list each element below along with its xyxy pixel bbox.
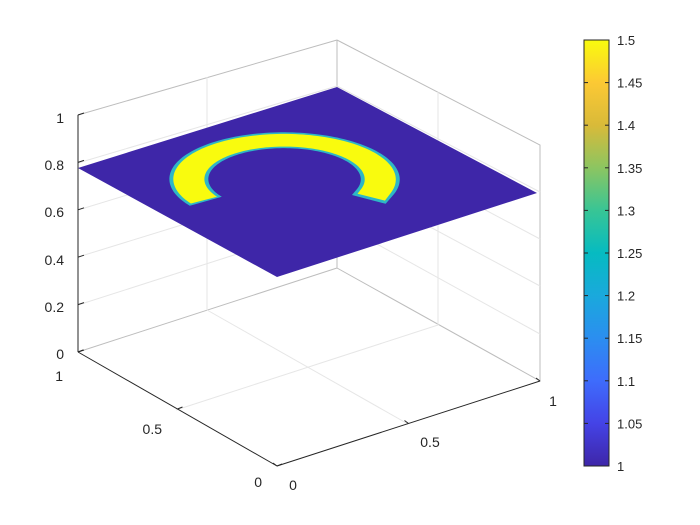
colorbar-ticks: 1 1.05 1.1 1.15 1.2 1.25 1.3 1.35 1.4 1.45 1.5	[584, 33, 642, 474]
x-axis-tick-labels: 0 0.5 1	[289, 393, 557, 493]
grid-floor-x-0.5	[175, 324, 439, 411]
z-axis-tick-labels: 0 0.2 0.4 0.6 0.8 1	[45, 110, 65, 362]
z-tick-mark-0.6	[77, 207, 85, 211]
y-tick-mark-1	[77, 349, 84, 353]
colorbar-tick-label-1.5: 1.5	[617, 33, 635, 48]
x-tick-mark-0.5	[404, 420, 409, 424]
colorbar-tick-label-1.05: 1.05	[617, 416, 642, 431]
z-tick-mark-0.8	[77, 159, 85, 163]
y-tick-label-0: 0	[254, 474, 262, 490]
x-tick-mark-0	[272, 462, 278, 467]
z-tick-label-3: 0.6	[45, 204, 65, 220]
colorbar-tick-label-1.15: 1.15	[617, 331, 642, 346]
y-tick-mark-0.5	[177, 406, 183, 410]
colorbar: 1 1.05 1.1 1.15 1.2 1.25 1.3 1.35 1.4 1.45 1.5	[583, 33, 642, 474]
colorbar-tick-label-1.4: 1.4	[617, 118, 635, 133]
colorbar-tick-label-1.1: 1.1	[617, 374, 635, 389]
z-tick-mark-1	[77, 112, 85, 116]
c-shape-core	[173, 133, 396, 204]
z-tick-label-4: 0.8	[45, 157, 65, 173]
y-tick-label-0.5: 0.5	[143, 421, 163, 437]
z-tick-label-5: 1	[56, 110, 64, 126]
y-tick-mark-0	[276, 463, 283, 467]
z-tick-label-0: 0	[56, 346, 64, 362]
colorbar-tick-label-1.45: 1.45	[617, 76, 642, 91]
x-tick-mark-1	[535, 377, 541, 382]
surface-background-plane	[78, 87, 537, 277]
y-axis-tick-labels: 1 0.5 0	[55, 368, 262, 490]
colorbar-tick-label-1.2: 1.2	[617, 289, 635, 304]
x-tick-label-1: 1	[549, 393, 557, 409]
x-tick-label-0.5: 0.5	[420, 434, 440, 450]
surface-plot	[78, 87, 537, 277]
z-tick-label-1: 0.2	[45, 299, 65, 315]
grid-floor-y-0.5	[206, 309, 409, 425]
colorbar-tick-label-1.3: 1.3	[617, 203, 635, 218]
z-tick-mark-0.4	[77, 254, 85, 258]
tick-marks	[77, 112, 541, 467]
colorbar-tick-label-1.25: 1.25	[617, 246, 642, 261]
x-tick-label-0: 0	[289, 477, 297, 493]
z-tick-label-2: 0.4	[45, 252, 65, 268]
z-tick-mark-0.2	[77, 302, 85, 306]
y-tick-label-1: 1	[55, 368, 63, 384]
colorbar-tick-label-1.35: 1.35	[617, 161, 642, 176]
c-shape-region	[169, 132, 400, 206]
colorbar-tick-label-1: 1	[617, 459, 624, 474]
